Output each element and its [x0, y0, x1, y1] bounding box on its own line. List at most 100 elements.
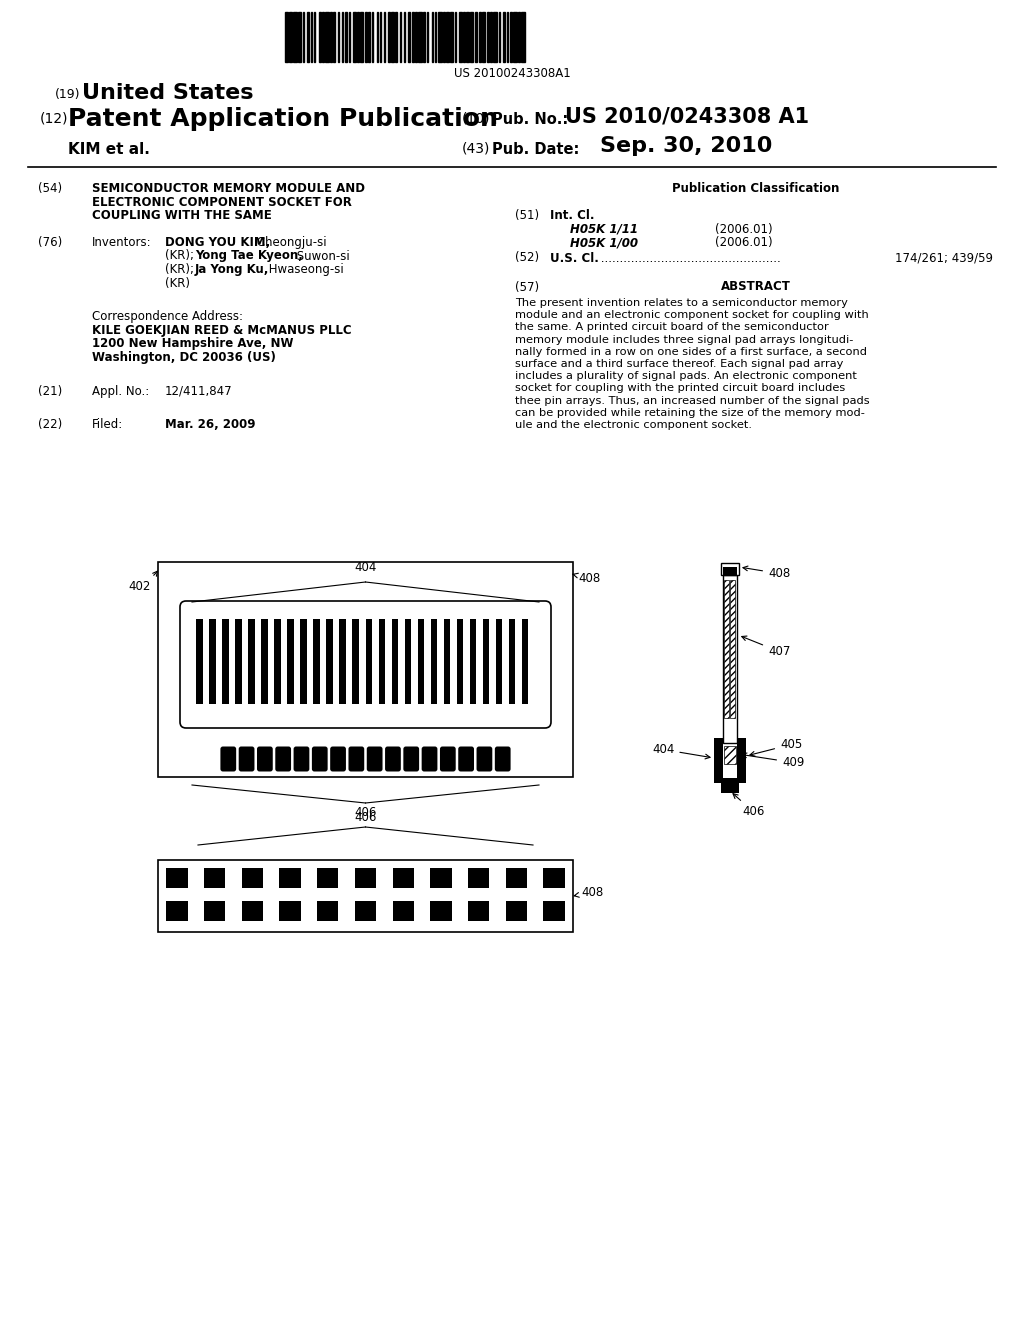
Bar	[482, 12, 485, 62]
Bar	[438, 12, 441, 62]
Text: H05K 1/11: H05K 1/11	[570, 223, 638, 235]
Bar	[353, 12, 355, 62]
Bar	[443, 12, 445, 62]
Bar	[521, 12, 524, 62]
Text: includes a plurality of signal pads. An electronic component: includes a plurality of signal pads. An …	[515, 371, 857, 381]
Bar	[404, 619, 411, 704]
Bar	[510, 12, 512, 62]
Bar	[158, 562, 573, 777]
Bar	[352, 619, 359, 704]
Bar	[489, 12, 493, 62]
Bar	[242, 902, 263, 921]
Bar	[285, 12, 289, 62]
Bar	[418, 12, 422, 62]
Text: Hwaseong-si: Hwaseong-si	[265, 263, 344, 276]
Bar	[443, 619, 451, 704]
Bar	[513, 12, 517, 62]
Bar	[338, 12, 339, 62]
Bar	[504, 12, 505, 62]
Bar	[518, 12, 520, 62]
Bar	[724, 579, 729, 718]
FancyBboxPatch shape	[422, 747, 437, 771]
FancyBboxPatch shape	[367, 747, 383, 771]
FancyBboxPatch shape	[220, 747, 237, 771]
Bar	[483, 619, 489, 704]
Bar	[509, 619, 515, 704]
FancyBboxPatch shape	[330, 747, 346, 771]
Text: memory module includes three signal pad arrays longitudi-: memory module includes three signal pad …	[515, 334, 853, 345]
Bar	[496, 619, 503, 704]
Text: 408: 408	[572, 572, 600, 585]
Bar	[430, 902, 452, 921]
Text: socket for coupling with the printed circuit board includes: socket for coupling with the printed cir…	[515, 383, 845, 393]
Bar	[280, 902, 301, 921]
Bar	[723, 576, 737, 743]
Text: ELECTRONIC COMPONENT SOCKET FOR: ELECTRONIC COMPONENT SOCKET FOR	[92, 195, 352, 209]
Bar	[204, 869, 225, 888]
Bar	[723, 568, 737, 576]
Text: Sep. 30, 2010: Sep. 30, 2010	[600, 136, 772, 156]
Bar	[300, 619, 307, 704]
Text: 406: 406	[354, 810, 377, 824]
Text: (54): (54)	[38, 182, 62, 195]
Text: (KR);: (KR);	[165, 263, 194, 276]
Bar	[290, 12, 292, 62]
FancyBboxPatch shape	[294, 747, 309, 771]
Text: 12/411,847: 12/411,847	[165, 384, 232, 397]
Text: United States: United States	[82, 83, 254, 103]
Text: nally formed in a row on one sides of a first surface, a second: nally formed in a row on one sides of a …	[515, 347, 867, 356]
Bar	[345, 12, 346, 62]
Bar	[435, 12, 436, 62]
Bar	[388, 12, 390, 62]
FancyBboxPatch shape	[476, 747, 493, 771]
Bar	[261, 619, 267, 704]
Bar	[721, 777, 739, 793]
Text: 409: 409	[742, 752, 805, 770]
Bar	[317, 869, 339, 888]
Bar	[459, 12, 462, 62]
Text: 402: 402	[128, 572, 158, 593]
Text: 404: 404	[652, 743, 710, 759]
Text: KILE GOEKJIAN REED & McMANUS PLLC: KILE GOEKJIAN REED & McMANUS PLLC	[92, 323, 351, 337]
Text: (22): (22)	[38, 418, 62, 432]
Bar	[467, 12, 469, 62]
Bar	[499, 12, 500, 62]
Bar	[327, 619, 333, 704]
Bar	[412, 12, 414, 62]
Text: 408: 408	[574, 886, 603, 899]
Bar	[391, 12, 393, 62]
Bar	[373, 12, 374, 62]
FancyBboxPatch shape	[459, 747, 474, 771]
FancyBboxPatch shape	[257, 747, 272, 771]
FancyBboxPatch shape	[348, 747, 365, 771]
Bar	[222, 619, 228, 704]
Text: (KR);: (KR);	[165, 249, 194, 263]
Bar	[314, 12, 315, 62]
Text: surface and a third surface thereof. Each signal pad array: surface and a third surface thereof. Eac…	[515, 359, 844, 370]
Text: Patent Application Publication: Patent Application Publication	[68, 107, 498, 131]
Bar	[242, 869, 263, 888]
FancyBboxPatch shape	[385, 747, 400, 771]
Text: KIM et al.: KIM et al.	[68, 143, 150, 157]
Bar	[293, 12, 297, 62]
Bar	[366, 619, 372, 704]
Bar	[468, 902, 489, 921]
Bar	[544, 869, 565, 888]
Text: Cheongju-si: Cheongju-si	[253, 236, 327, 249]
Text: (19): (19)	[55, 88, 81, 102]
Text: Pub. No.:: Pub. No.:	[492, 112, 568, 127]
Bar	[395, 12, 397, 62]
Bar	[418, 619, 424, 704]
Bar	[360, 12, 364, 62]
Bar	[430, 869, 452, 888]
Bar	[384, 12, 385, 62]
Text: 174/261; 439/59: 174/261; 439/59	[895, 252, 993, 264]
Bar	[415, 12, 417, 62]
Bar	[494, 12, 497, 62]
Bar	[737, 738, 746, 783]
Bar	[507, 12, 508, 62]
Bar	[330, 12, 332, 62]
Text: ................................................: ........................................…	[597, 252, 780, 264]
Text: Mar. 26, 2009: Mar. 26, 2009	[165, 418, 256, 432]
Text: 406: 406	[354, 807, 377, 818]
